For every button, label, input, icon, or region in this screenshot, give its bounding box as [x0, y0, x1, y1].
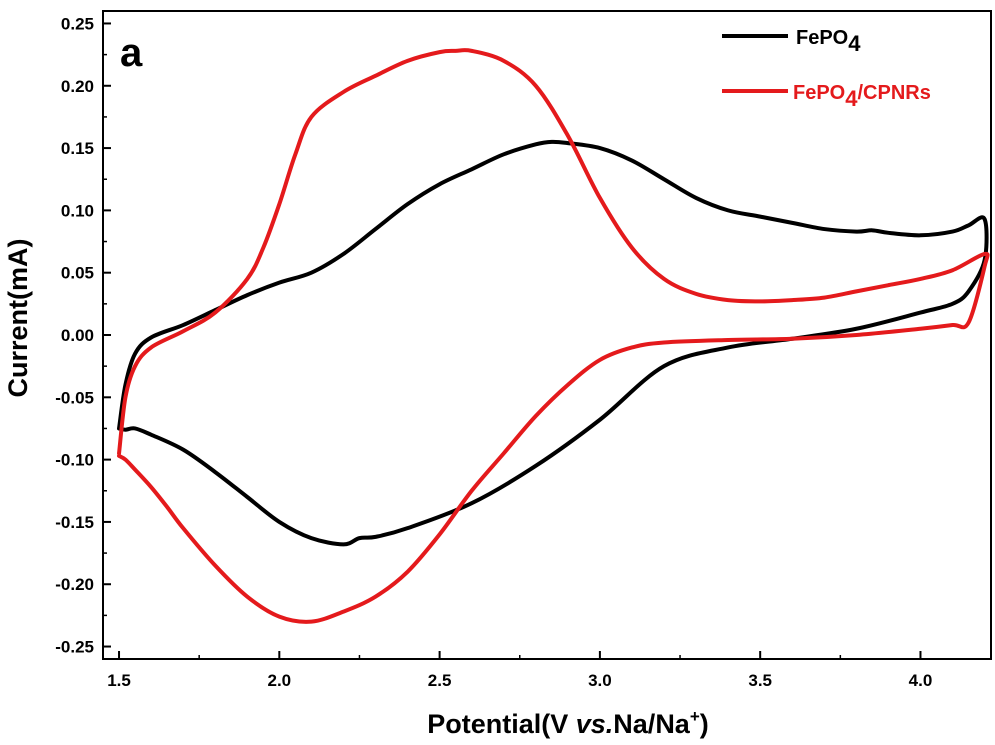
y-tick-label: -0.15	[55, 513, 94, 532]
legend-label-fepo4-cpnrs-suffix: /CPNRs	[858, 82, 931, 104]
legend-label-fepo4-sub: 4	[848, 31, 861, 56]
legend-label-fepo4: FePO4	[796, 27, 861, 56]
y-tick-label: 0.20	[61, 77, 94, 96]
series-line-fepo4	[117, 139, 989, 547]
legend-label-fepo4-cpnrs: FePO4/CPNRs	[793, 82, 931, 111]
x-axis-title-post: Na/Na	[613, 709, 691, 739]
series-layer	[117, 48, 990, 624]
panel-label: a	[120, 31, 143, 75]
x-tick-label: 3.5	[748, 671, 772, 690]
y-tick-label: 0.25	[61, 14, 94, 33]
y-tick-label: -0.05	[55, 388, 94, 407]
x-tick-label: 1.5	[107, 671, 131, 690]
x-axis-title-pre: Potential(V	[427, 709, 576, 739]
y-tick-label: -0.20	[55, 575, 94, 594]
x-axis-title-close: )	[700, 709, 709, 739]
legend-label-fepo4-base: FePO	[796, 27, 848, 49]
x-axis-title: Potential(V vs.Na/Na+)	[427, 707, 709, 739]
y-tick-label: 0.05	[61, 264, 94, 283]
x-tick-label: 3.0	[588, 671, 612, 690]
x-tick-label: 2.0	[267, 671, 291, 690]
y-tick-label: -0.25	[55, 638, 94, 657]
y-tick-label: 0.15	[61, 139, 94, 158]
x-tick-label: 2.5	[428, 671, 452, 690]
series-line-fepo4-cpnrs	[117, 48, 990, 624]
y-axis-title: Current(mA)	[3, 239, 33, 398]
y-tick-label: -0.10	[55, 451, 94, 470]
x-tick-label: 4.0	[909, 671, 933, 690]
y-tick-label: 0.00	[61, 326, 94, 345]
x-axis-title-sup: +	[690, 707, 700, 726]
legend: FePO4 FePO4/CPNRs	[722, 27, 931, 111]
y-tick-label: 0.10	[61, 201, 94, 220]
legend-label-fepo4-cpnrs-base: FePO	[793, 82, 845, 104]
y-axis-ticks: -0.25 -0.20 -0.15 -0.10 -0.05 0.00 0.05 0.10 0.1…	[55, 14, 111, 657]
legend-label-fepo4-cpnrs-sub: 4	[845, 86, 858, 111]
x-axis-title-italic: vs.	[576, 709, 614, 739]
x-axis-ticks: 1.5 2.0 2.5 3.0 3.5 4.0	[107, 651, 932, 690]
